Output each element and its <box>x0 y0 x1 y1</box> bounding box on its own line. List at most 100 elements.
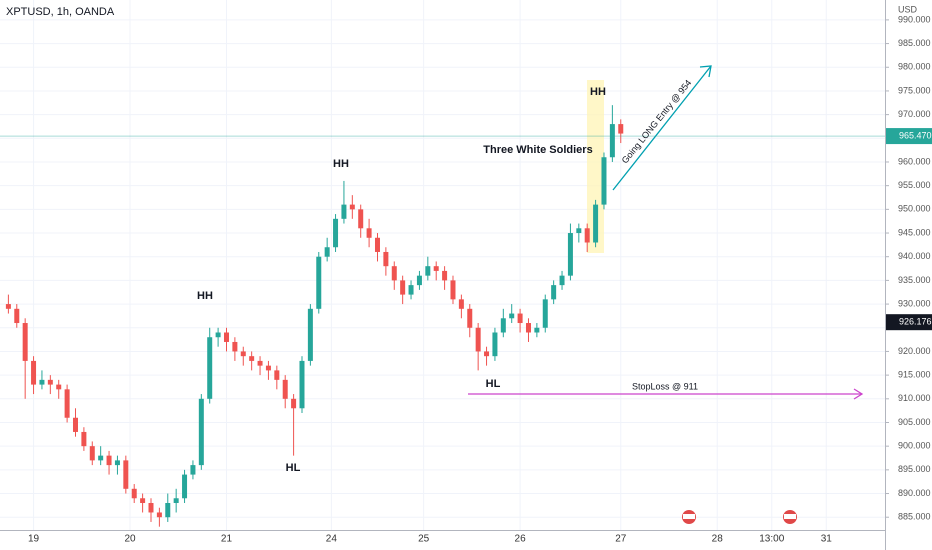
x-tick-label: 26 <box>515 534 527 545</box>
candle-body <box>72 417 78 432</box>
candle-body <box>299 360 305 409</box>
candle-body <box>307 308 313 361</box>
candle-body <box>123 460 129 489</box>
annotation: HL <box>486 378 501 390</box>
candle-body <box>198 398 204 466</box>
price-box-label: 965.470 <box>899 130 932 140</box>
flag-stripe <box>784 514 796 519</box>
candle-body <box>517 313 523 324</box>
y-tick-label: 885.000 <box>898 512 931 522</box>
x-tick-label: 24 <box>326 534 338 545</box>
candle-body <box>442 270 448 281</box>
candle-body <box>5 304 11 309</box>
candle-body <box>458 299 464 309</box>
y-tick-label: 945.000 <box>898 227 931 237</box>
candle-body <box>584 228 590 243</box>
chart-title: XPTUSD, 1h, OANDA <box>6 6 115 18</box>
candle-body <box>333 218 339 248</box>
candle-body <box>559 275 565 286</box>
candle-body <box>366 228 372 238</box>
candle-body <box>534 327 540 333</box>
candle-body <box>509 313 515 319</box>
candle-body <box>324 247 330 257</box>
y-tick-label: 960.000 <box>898 156 931 166</box>
candle-body <box>249 356 255 361</box>
candle-body <box>358 209 364 229</box>
candle-body <box>240 351 246 357</box>
candle-body <box>425 266 431 276</box>
candle-body <box>89 446 95 461</box>
x-tick-label: 20 <box>124 534 136 545</box>
candle-body <box>408 285 414 295</box>
price-box <box>886 314 932 331</box>
candle-body <box>374 237 380 252</box>
candle-body <box>349 204 355 210</box>
candle-body <box>14 308 20 324</box>
candle-body <box>257 360 263 366</box>
candle-body <box>39 379 45 385</box>
candle-body <box>484 351 490 357</box>
candle-body <box>383 251 389 267</box>
candle-body <box>140 498 146 504</box>
annotation: HH <box>333 158 349 170</box>
annotation: StopLoss @ 911 <box>632 381 698 391</box>
y-tick-label: 900.000 <box>898 441 931 451</box>
candle-body <box>609 124 615 158</box>
candle-body <box>467 308 473 328</box>
y-tick-label: 985.000 <box>898 38 931 48</box>
currency: USD <box>898 4 918 14</box>
annotation: HL <box>286 462 301 474</box>
event-icon[interactable] <box>783 510 797 524</box>
event-icon[interactable] <box>682 510 696 524</box>
y-tick-label: 970.000 <box>898 109 931 119</box>
candle-body <box>274 370 280 380</box>
candle-body <box>190 465 196 475</box>
price-box-label: 926.176 <box>899 317 932 327</box>
y-tick-label: 895.000 <box>898 464 931 474</box>
candle-body <box>215 332 221 338</box>
candle-body <box>391 266 397 281</box>
candle-body <box>341 204 347 219</box>
axes: 885.000 890.000 895.000 900.000 905.000 910.0… <box>28 14 932 545</box>
candle-body <box>106 455 112 466</box>
x-tick-label: 13:00 <box>759 534 784 545</box>
candle-body <box>265 365 271 371</box>
grid <box>0 0 885 530</box>
candle-body <box>232 341 238 352</box>
y-tick-label: 915.000 <box>898 369 931 379</box>
x-tick-label: 28 <box>712 534 724 545</box>
candle-body <box>98 455 104 461</box>
x-tick-label: 31 <box>821 534 833 545</box>
annotation: Three White Soldiers <box>483 144 592 156</box>
y-tick-label: 890.000 <box>898 488 931 498</box>
candle-body <box>291 398 297 409</box>
candle-body <box>207 337 213 399</box>
candle-body <box>475 327 481 352</box>
flag-stripe <box>683 514 695 519</box>
candle-body <box>64 389 70 418</box>
annotation: HH <box>197 290 213 302</box>
candle-body <box>542 299 548 328</box>
candle-body <box>593 204 599 243</box>
candle-body <box>182 474 188 499</box>
x-tick-label: 19 <box>28 534 40 545</box>
candle-body <box>81 431 87 447</box>
candle-body <box>223 332 229 342</box>
candle-body <box>400 280 406 295</box>
y-tick-label: 940.000 <box>898 251 931 261</box>
candle-body <box>131 488 137 499</box>
candle-body <box>500 318 506 333</box>
y-tick-label: 950.000 <box>898 204 931 214</box>
candle-body <box>165 503 171 518</box>
y-tick-label: 910.000 <box>898 393 931 403</box>
entry-arrow <box>612 65 712 191</box>
candle-body <box>156 512 162 518</box>
annotation: HH <box>590 86 606 98</box>
y-tick-label: 935.000 <box>898 275 931 285</box>
x-tick-label: 25 <box>418 534 430 545</box>
candle-body <box>31 360 37 385</box>
candle-body <box>316 256 322 309</box>
highlight-box <box>587 80 604 253</box>
